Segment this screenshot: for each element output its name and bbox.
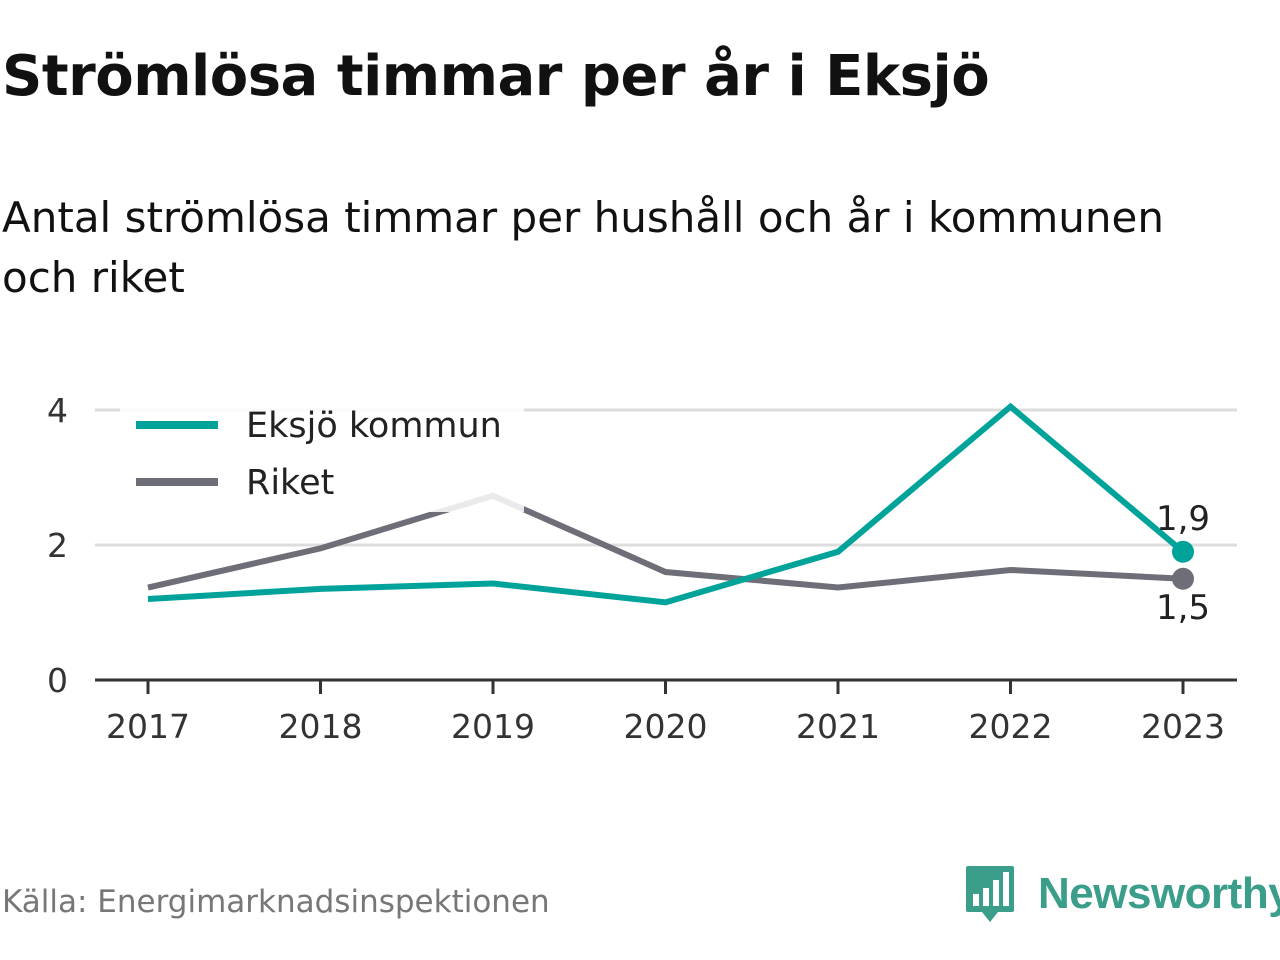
newsworthy-logo: Newsworthy [964, 864, 1280, 924]
source-note: Källa: Energimarknadsinspektionen [2, 884, 550, 920]
legend: Eksjö kommun Riket [120, 398, 524, 512]
x-tick-label: 2018 [279, 707, 363, 746]
x-tick-label: 2019 [451, 707, 535, 746]
legend-label: Eksjö kommun [246, 406, 502, 446]
y-tick-label: 4 [47, 391, 68, 430]
data-labels: 1,9 1,5 [1156, 499, 1210, 628]
chart-subtitle: Antal strömlösa timmar per hushåll och å… [2, 193, 1164, 302]
brand-name: Newsworthy [1038, 869, 1280, 918]
x-tick-label: 2017 [106, 707, 190, 746]
bar-chart-speech-bubble-icon [966, 866, 1014, 922]
legend-label: Riket [246, 463, 334, 503]
y-axis-ticks: 0 2 4 [47, 391, 68, 700]
x-tick-label: 2020 [624, 707, 708, 746]
end-value-label: 1,9 [1156, 499, 1210, 539]
series-end-point [1172, 540, 1194, 563]
x-tick-label: 2022 [969, 707, 1053, 746]
x-tick-label: 2021 [796, 707, 880, 746]
y-tick-label: 0 [47, 661, 68, 700]
end-value-label: 1,5 [1156, 588, 1210, 628]
legend-background [120, 398, 524, 512]
series-end-point [1172, 567, 1194, 590]
chart-title: Strömlösa timmar per år i Eksjö [2, 44, 990, 109]
x-tick-label: 2023 [1141, 707, 1225, 746]
y-tick-label: 2 [47, 526, 68, 565]
series-lines [147, 402, 1194, 606]
x-axis: 2017 2018 2019 2020 2021 2022 2023 [95, 678, 1237, 746]
